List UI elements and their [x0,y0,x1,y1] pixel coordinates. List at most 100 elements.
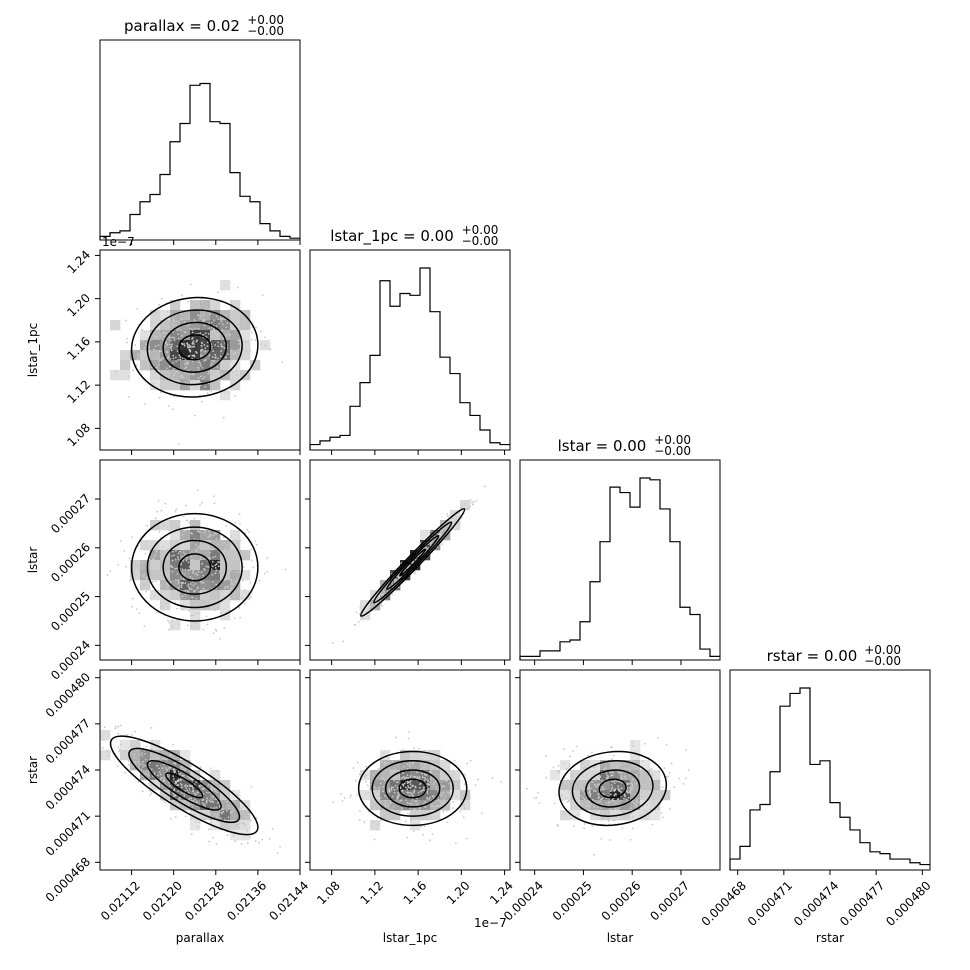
sample-point [169,365,171,368]
sample-point [190,541,193,543]
sample-point [155,527,157,530]
sample-point [667,775,669,778]
sample-point [185,365,188,368]
sample-point [420,768,422,771]
sample-point [137,545,140,547]
sample-point [429,530,432,533]
sample-point [612,754,615,757]
sample-point [153,558,155,561]
sample-point [441,801,444,804]
sample-point [213,813,216,816]
sample-point [161,767,164,769]
sample-point [437,799,440,802]
sample-point [200,581,203,584]
sample-point [678,777,681,780]
sample-point [183,578,185,581]
density-cell [560,760,571,771]
sample-point [601,797,604,800]
sample-point [217,561,220,563]
sample-point [377,795,380,798]
sample-point [474,784,477,786]
sample-point [169,817,172,820]
sample-point [261,838,264,841]
contour-line [371,760,454,817]
sample-point [249,581,252,584]
contour-line [360,508,466,617]
sample-point [627,814,629,817]
sample-point [373,786,376,789]
sample-point [202,628,205,631]
sample-point [389,802,392,804]
sample-point [133,761,136,763]
sample-point [232,564,235,567]
sample-point [633,805,636,808]
sample-point [402,772,405,775]
density-cell [590,790,601,801]
sample-point [197,530,200,533]
sample-point [101,747,104,749]
contour-line [373,521,453,604]
x-tick-label: 0.02128 [182,878,227,923]
density-cell [160,340,171,351]
sample-point [218,322,221,325]
sample-point [372,800,374,803]
density-cell [370,770,381,781]
density-cell [200,560,211,571]
sample-point [440,778,443,780]
sample-point [190,588,193,591]
sample-point [236,374,238,377]
sample-point [582,775,585,778]
sample-point [430,767,433,769]
sample-point [441,773,443,776]
sample-point [172,777,175,780]
density-cell [410,770,421,781]
sample-point [411,762,414,765]
sample-point [201,788,204,791]
title-subscript: −0.00 [864,654,901,668]
sample-point [234,571,237,573]
sample-point [613,794,616,797]
sample-point [397,811,400,814]
sample-point [188,354,191,357]
density-cell [610,770,621,781]
sample-point [491,777,494,780]
x-tick-label: 1.16 [401,878,430,907]
sample-point [271,827,274,830]
density-cell [230,570,241,581]
sample-point [455,795,457,798]
sample-point [443,792,445,794]
sample-point [145,590,148,593]
sample-point [611,786,614,789]
sample-point [594,790,597,793]
sample-point [382,813,385,816]
sample-point [162,545,165,548]
sample-point [631,778,634,781]
sample-point [212,350,215,352]
sample-point [140,768,143,771]
sample-point [222,536,225,539]
sample-point [193,600,196,603]
sample-point [407,812,409,815]
sample-point [134,344,136,346]
density-cell [190,810,201,821]
sample-point [116,373,119,376]
sample-point [148,586,151,589]
sample-point [572,750,575,753]
sample-point [417,791,420,794]
sample-point [153,555,156,558]
sample-point [221,323,224,326]
sample-point [190,797,193,800]
sample-point [395,775,397,777]
sample-point [565,797,568,799]
density-cell [460,800,471,811]
sample-point [454,781,457,784]
sample-point [592,766,595,769]
sample-point [354,624,357,626]
sample-point [387,804,389,807]
density-cell [180,550,191,561]
sample-point [623,775,626,778]
sample-point [151,580,154,583]
sample-point [594,779,597,781]
density-cell [130,740,141,751]
sample-point [191,360,194,363]
